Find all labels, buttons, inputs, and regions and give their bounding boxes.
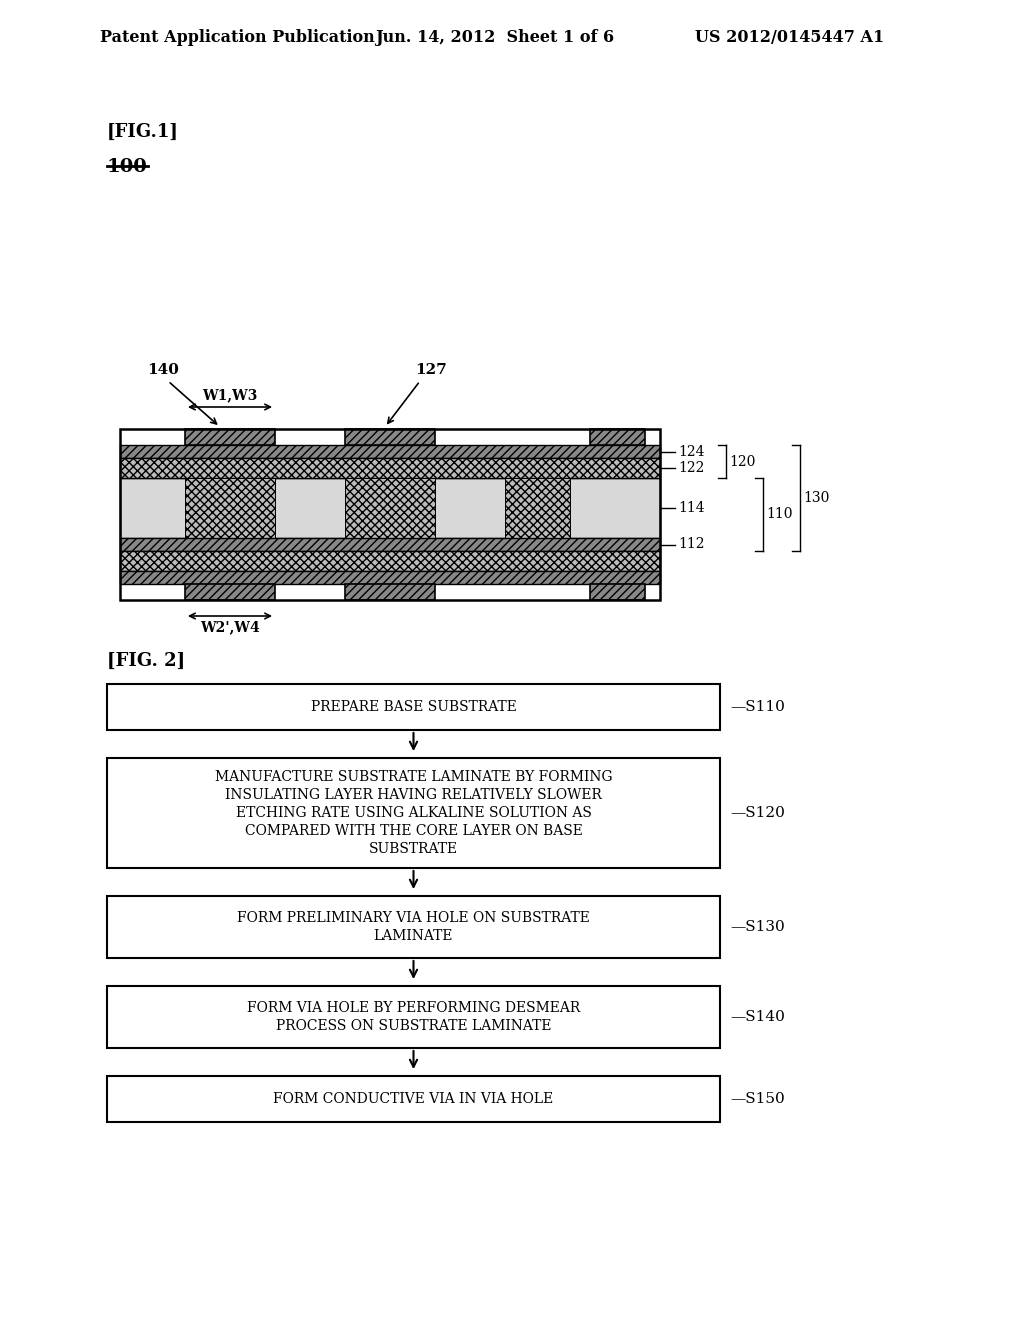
Text: —S120: —S120 xyxy=(730,807,784,820)
Text: MANUFACTURE SUBSTRATE LAMINATE BY FORMING
INSULATING LAYER HAVING RELATIVELY SLO: MANUFACTURE SUBSTRATE LAMINATE BY FORMIN… xyxy=(215,771,612,855)
Text: —S110: —S110 xyxy=(730,700,784,714)
Bar xyxy=(345,583,435,601)
Text: 130: 130 xyxy=(803,491,829,506)
Bar xyxy=(106,684,720,730)
Bar xyxy=(120,429,660,601)
Text: 127: 127 xyxy=(415,363,446,378)
Text: FORM CONDUCTIVE VIA IN VIA HOLE: FORM CONDUCTIVE VIA IN VIA HOLE xyxy=(273,1092,554,1106)
Text: —S150: —S150 xyxy=(730,1092,784,1106)
Bar xyxy=(590,429,645,445)
Bar xyxy=(590,583,645,601)
Text: 124: 124 xyxy=(678,445,705,458)
Bar xyxy=(505,478,570,539)
Text: FORM PRELIMINARY VIA HOLE ON SUBSTRATE
LAMINATE: FORM PRELIMINARY VIA HOLE ON SUBSTRATE L… xyxy=(238,911,590,942)
Text: FORM VIA HOLE BY PERFORMING DESMEAR
PROCESS ON SUBSTRATE LAMINATE: FORM VIA HOLE BY PERFORMING DESMEAR PROC… xyxy=(247,1001,581,1034)
Text: 122: 122 xyxy=(678,461,705,475)
Bar xyxy=(345,478,435,539)
Bar xyxy=(120,539,660,550)
Text: [FIG. 2]: [FIG. 2] xyxy=(106,652,185,671)
Text: 140: 140 xyxy=(147,363,179,378)
Bar xyxy=(120,550,660,572)
Text: W2',W4: W2',W4 xyxy=(200,620,260,634)
Text: Jun. 14, 2012  Sheet 1 of 6: Jun. 14, 2012 Sheet 1 of 6 xyxy=(375,29,614,46)
Text: 112: 112 xyxy=(678,537,705,552)
Bar xyxy=(106,758,720,869)
Text: —S130: —S130 xyxy=(730,920,784,935)
Text: [FIG.1]: [FIG.1] xyxy=(106,123,179,141)
Text: US 2012/0145447 A1: US 2012/0145447 A1 xyxy=(695,29,885,46)
Bar xyxy=(120,458,660,478)
Bar xyxy=(185,583,275,601)
Bar xyxy=(185,429,275,445)
Bar xyxy=(345,429,435,445)
Bar xyxy=(106,1076,720,1122)
Bar xyxy=(106,986,720,1048)
Text: W1,W3: W1,W3 xyxy=(203,388,258,403)
Bar xyxy=(120,478,660,539)
Text: Patent Application Publication: Patent Application Publication xyxy=(100,29,375,46)
Text: 120: 120 xyxy=(729,454,756,469)
Text: 114: 114 xyxy=(678,502,705,515)
Bar xyxy=(120,572,660,583)
Bar xyxy=(106,896,720,958)
Text: PREPARE BASE SUBSTRATE: PREPARE BASE SUBSTRATE xyxy=(310,700,516,714)
Bar xyxy=(120,445,660,458)
Text: 110: 110 xyxy=(766,507,793,521)
Text: 100: 100 xyxy=(106,158,147,176)
Text: —S140: —S140 xyxy=(730,1010,784,1024)
Bar xyxy=(185,478,275,539)
